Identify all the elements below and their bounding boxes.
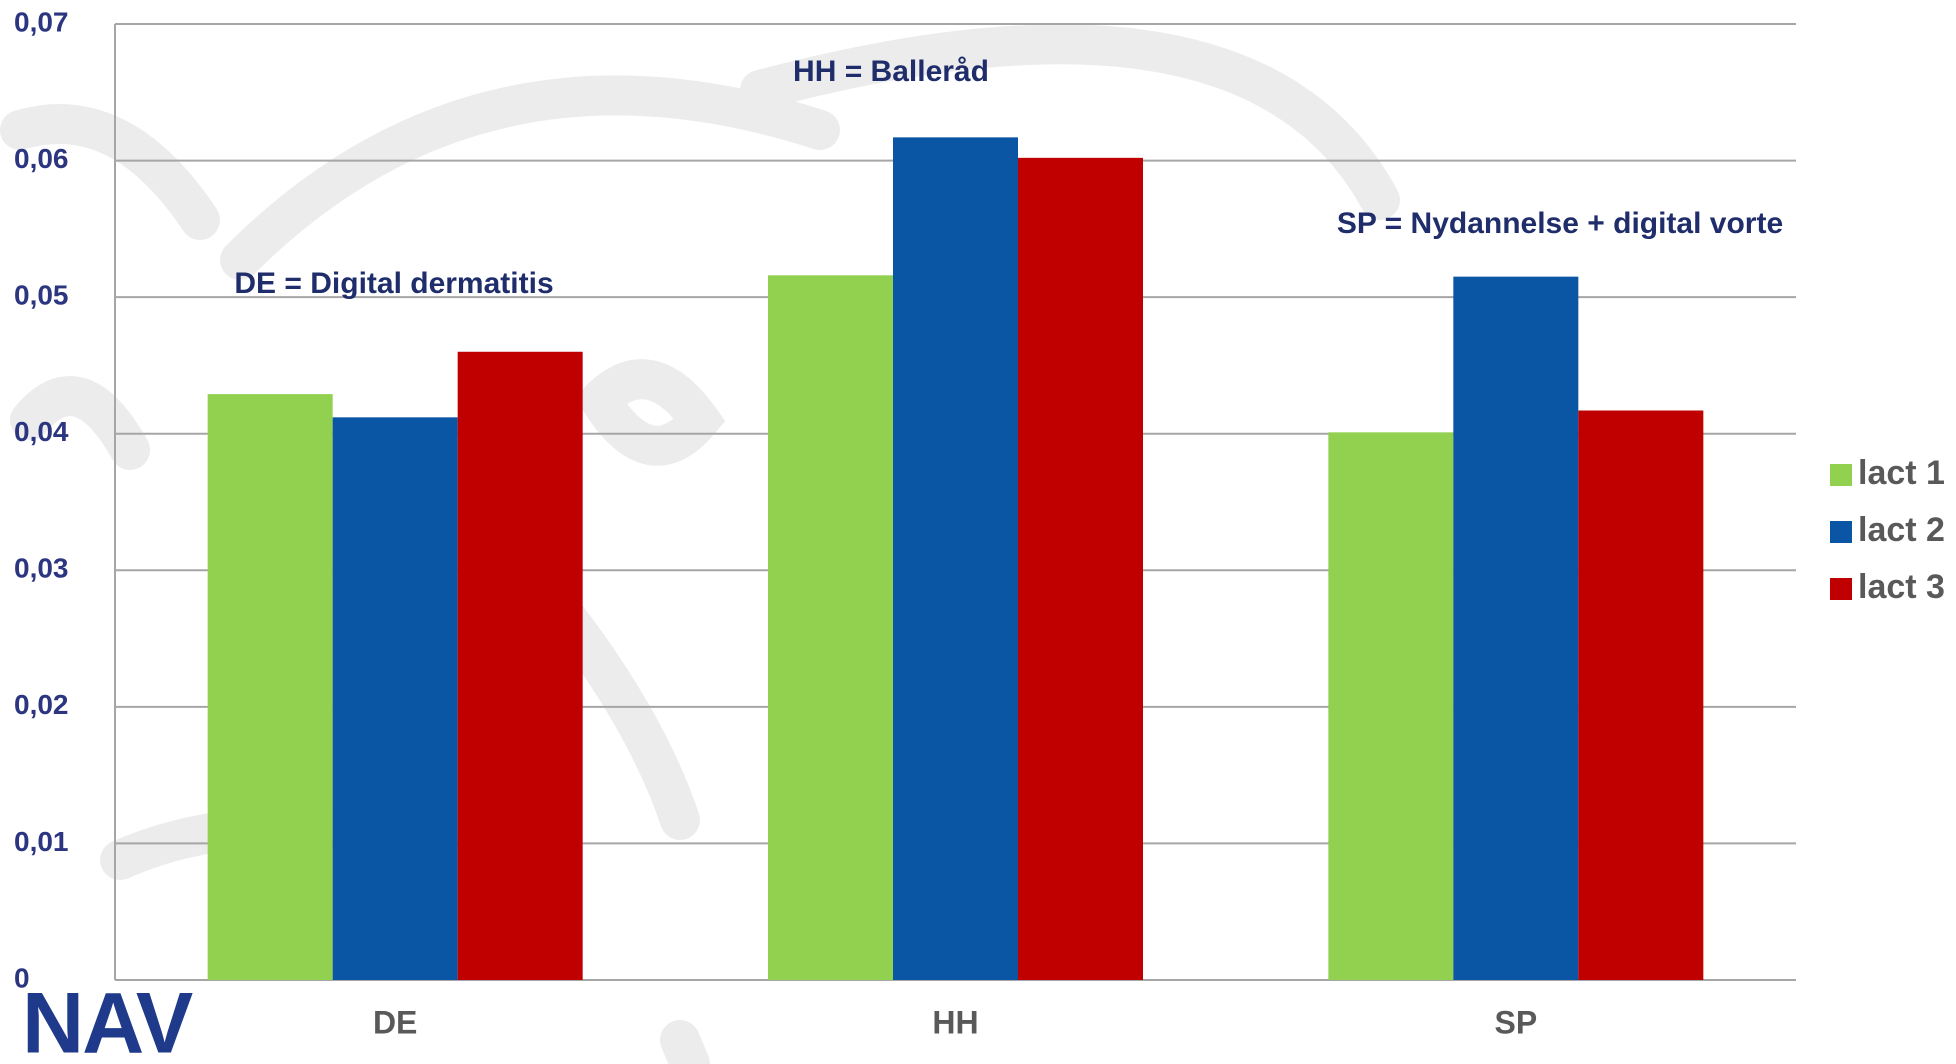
annotation: SP = Nydannelse + digital vorte: [1337, 207, 1783, 240]
x-tick-label: DE: [373, 1004, 417, 1040]
legend-label: lact 3: [1858, 568, 1945, 606]
legend-swatch: [1830, 521, 1852, 543]
annotation: DE = Digital dermatitis: [234, 267, 553, 300]
bar: [1578, 410, 1704, 980]
y-tick-label: 0,02: [14, 689, 69, 720]
x-tick-label: SP: [1494, 1004, 1537, 1040]
y-tick-label: 0: [14, 962, 30, 993]
bar: [207, 394, 333, 980]
bar: [1453, 276, 1579, 981]
logo: NAV: [22, 976, 193, 1064]
y-tick-label: 0,03: [14, 553, 69, 584]
annotation: HH = Balleråd: [793, 55, 989, 88]
bar: [332, 417, 458, 981]
bar: [1018, 157, 1143, 981]
bar: [457, 351, 583, 980]
legend-swatch: [1830, 464, 1852, 486]
bar: [768, 275, 893, 980]
legend-swatch: [1830, 578, 1852, 600]
y-tick-label: 0,04: [14, 416, 69, 447]
bar: [893, 137, 1018, 981]
bar: [1328, 432, 1454, 980]
legend-label: lact 1: [1858, 454, 1945, 492]
y-tick-label: 0,05: [14, 280, 69, 311]
y-tick-label: 0,06: [14, 143, 69, 174]
y-tick-label: 0,01: [14, 826, 69, 857]
y-tick-label: 0,07: [14, 6, 69, 37]
legend-label: lact 2: [1858, 511, 1945, 549]
x-tick-label: HH: [932, 1004, 978, 1040]
